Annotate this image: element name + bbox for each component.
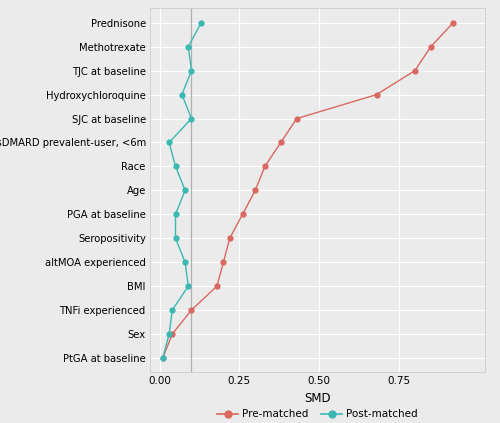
Legend: Pre-matched, Post-matched: Pre-matched, Post-matched [213,405,422,423]
X-axis label: SMD: SMD [304,392,331,405]
